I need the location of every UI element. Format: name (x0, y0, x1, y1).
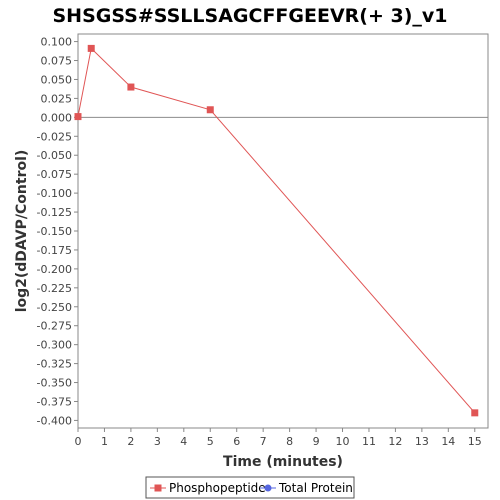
y-tick-label: -0.075 (37, 168, 72, 181)
y-tick-label: -0.025 (37, 130, 72, 143)
data-point (87, 44, 95, 52)
y-tick-label: -0.375 (37, 395, 72, 408)
y-tick-label: -0.150 (37, 225, 72, 238)
y-tick-label: -0.400 (37, 414, 72, 427)
x-tick-label: 8 (286, 435, 293, 448)
data-point (471, 409, 479, 417)
x-tick-label: 1 (101, 435, 108, 448)
x-tick-label: 15 (468, 435, 482, 448)
x-tick-label: 9 (313, 435, 320, 448)
x-tick-label: 2 (127, 435, 134, 448)
data-point (74, 113, 82, 121)
y-tick-label: -0.350 (37, 377, 72, 390)
plot-area (77, 33, 489, 429)
y-tick-label: -0.325 (37, 358, 72, 371)
legend-marker (264, 484, 272, 492)
y-tick-label: -0.175 (37, 244, 72, 257)
y-tick-label: -0.050 (37, 149, 72, 162)
y-tick-label: -0.225 (37, 282, 72, 295)
y-tick-label: 0.000 (41, 111, 73, 124)
y-axis: 0.100 0.075 0.050 0.025 0.000 -0.025 -0.050 -0.… (37, 36, 78, 427)
legend-marker (154, 484, 162, 492)
x-tick-label: 5 (207, 435, 214, 448)
y-tick-label: 0.100 (41, 36, 73, 49)
legend-label: Total Protein (278, 481, 353, 495)
y-tick-label: -0.100 (37, 187, 72, 200)
legend: Phosphopeptide Total Protein (145, 476, 355, 499)
y-tick-label: -0.250 (37, 301, 72, 314)
y-tick-label: -0.275 (37, 320, 72, 333)
y-tick-label: 0.050 (41, 73, 73, 86)
y-axis-title: log2(dDAVP/Control) (14, 150, 30, 313)
legend-box (145, 476, 355, 499)
y-tick-label: -0.125 (37, 206, 72, 219)
x-axis: 0 1 2 3 4 5 6 7 8 9 10 11 12 13 14 15 (75, 428, 482, 448)
x-tick-label: 4 (180, 435, 187, 448)
y-tick-label: -0.300 (37, 339, 72, 352)
x-tick-label: 11 (362, 435, 376, 448)
x-tick-label: 10 (336, 435, 350, 448)
x-tick-label: 13 (415, 435, 429, 448)
y-tick-label: 0.075 (41, 55, 73, 68)
data-point (127, 83, 135, 91)
x-tick-label: 6 (233, 435, 240, 448)
y-tick-label: -0.200 (37, 263, 72, 276)
data-point (206, 106, 214, 114)
x-tick-label: 14 (441, 435, 455, 448)
legend-label: Phosphopeptide (169, 481, 266, 495)
x-tick-label: 0 (75, 435, 82, 448)
series-layer (74, 44, 479, 417)
chart-title: SHSGSS#SSLLSAGCFFGEEVR(+ 3)_v1 (52, 5, 447, 27)
x-tick-label: 7 (260, 435, 267, 448)
x-axis-title: Time (minutes) (223, 454, 343, 470)
x-tick-label: 12 (388, 435, 402, 448)
y-tick-label: 0.025 (41, 92, 73, 105)
x-tick-label: 3 (154, 435, 161, 448)
